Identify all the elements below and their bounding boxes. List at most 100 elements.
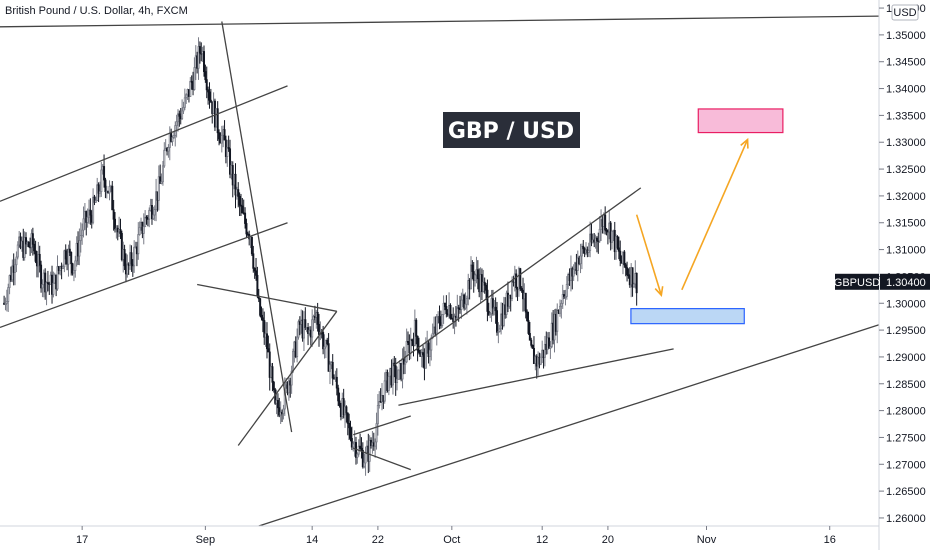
candle-body — [263, 320, 266, 338]
candle-body — [337, 387, 340, 402]
candle — [345, 405, 348, 423]
candle-body — [119, 229, 122, 234]
x-tick-label: Nov — [697, 534, 717, 546]
candle-body — [159, 176, 162, 184]
candle — [498, 324, 501, 333]
candle — [64, 244, 67, 265]
candle — [238, 192, 241, 217]
candle — [532, 336, 535, 365]
candle-body — [467, 280, 470, 299]
candle — [549, 341, 552, 359]
candle — [560, 299, 563, 319]
candle — [161, 160, 164, 186]
candle — [352, 441, 355, 452]
candle — [160, 173, 163, 185]
candle-body — [160, 181, 163, 184]
candle — [89, 198, 92, 225]
target-zone — [697, 108, 784, 134]
candle — [94, 196, 97, 203]
currency-button[interactable]: USD — [891, 4, 919, 21]
candle-body — [86, 216, 89, 223]
candle — [304, 307, 307, 331]
candle — [482, 269, 485, 293]
candle-body — [40, 264, 43, 289]
candle — [142, 213, 145, 245]
candle — [112, 199, 115, 231]
candle — [611, 230, 614, 250]
candle-body — [564, 296, 567, 298]
candle — [60, 262, 63, 280]
candle — [185, 93, 188, 104]
candle-body — [189, 80, 192, 97]
candle — [387, 375, 390, 396]
y-tick-label: 1.28500 — [886, 379, 926, 391]
candle-body — [14, 264, 17, 273]
candle-body — [267, 348, 270, 353]
candle — [265, 322, 268, 359]
time-axis[interactable]: 17 Sep 14 22 Oct 12 20 Nov 16 — [76, 526, 836, 546]
candle-body — [368, 439, 371, 462]
candle — [93, 194, 96, 206]
candle-body — [137, 234, 140, 255]
candle-body — [560, 303, 563, 307]
candle — [626, 261, 629, 282]
candle-body — [476, 269, 479, 280]
candle — [79, 222, 82, 253]
candle-body — [56, 266, 59, 290]
candle-body — [41, 284, 44, 289]
candle-body — [172, 135, 175, 138]
candle — [123, 244, 126, 271]
candle — [402, 346, 405, 375]
projection-arrow — [681, 137, 749, 291]
candle — [74, 255, 77, 278]
candle — [255, 258, 258, 281]
candle-body — [227, 147, 230, 150]
y-tick-label: 1.31000 — [886, 245, 926, 257]
candle-body — [563, 294, 566, 297]
candle — [624, 262, 627, 277]
candle-body — [635, 272, 638, 294]
candle — [438, 305, 441, 330]
candle-body — [25, 237, 28, 245]
candle — [349, 420, 352, 442]
candle — [539, 353, 542, 366]
candle-body — [482, 281, 485, 292]
currency-button-label: USD — [893, 7, 916, 19]
candle — [278, 397, 281, 418]
candle — [68, 240, 71, 256]
candle-body — [442, 302, 445, 315]
candle-body — [282, 408, 285, 415]
candle-body — [508, 294, 511, 307]
candle — [11, 259, 14, 283]
candle-body — [302, 319, 305, 339]
candle-body — [502, 304, 505, 326]
candle-body — [530, 339, 533, 346]
candle-body — [616, 236, 619, 249]
candle — [282, 404, 285, 420]
candle — [494, 297, 497, 324]
currency-button-frame — [891, 4, 919, 21]
candle-body — [276, 400, 279, 409]
candle — [307, 322, 310, 346]
trendlines-layer — [0, 15, 880, 527]
candle-body — [208, 91, 211, 101]
candle — [528, 321, 531, 341]
annotation-label[interactable]: GBP / USD — [443, 112, 580, 148]
candle-body — [157, 176, 160, 201]
candle-body — [363, 462, 366, 468]
y-tick-label: 1.32500 — [886, 164, 926, 176]
candle-body — [8, 275, 11, 288]
candle-body — [456, 307, 459, 318]
candle — [33, 238, 36, 255]
candle — [272, 380, 275, 393]
candle — [234, 163, 237, 209]
trendline — [353, 415, 411, 436]
candle — [465, 295, 468, 315]
candle — [119, 218, 122, 239]
candle — [40, 260, 43, 293]
candle — [582, 240, 585, 254]
y-tick-label: 1.33500 — [886, 110, 926, 122]
candle-body — [176, 113, 179, 123]
candle — [97, 182, 100, 203]
